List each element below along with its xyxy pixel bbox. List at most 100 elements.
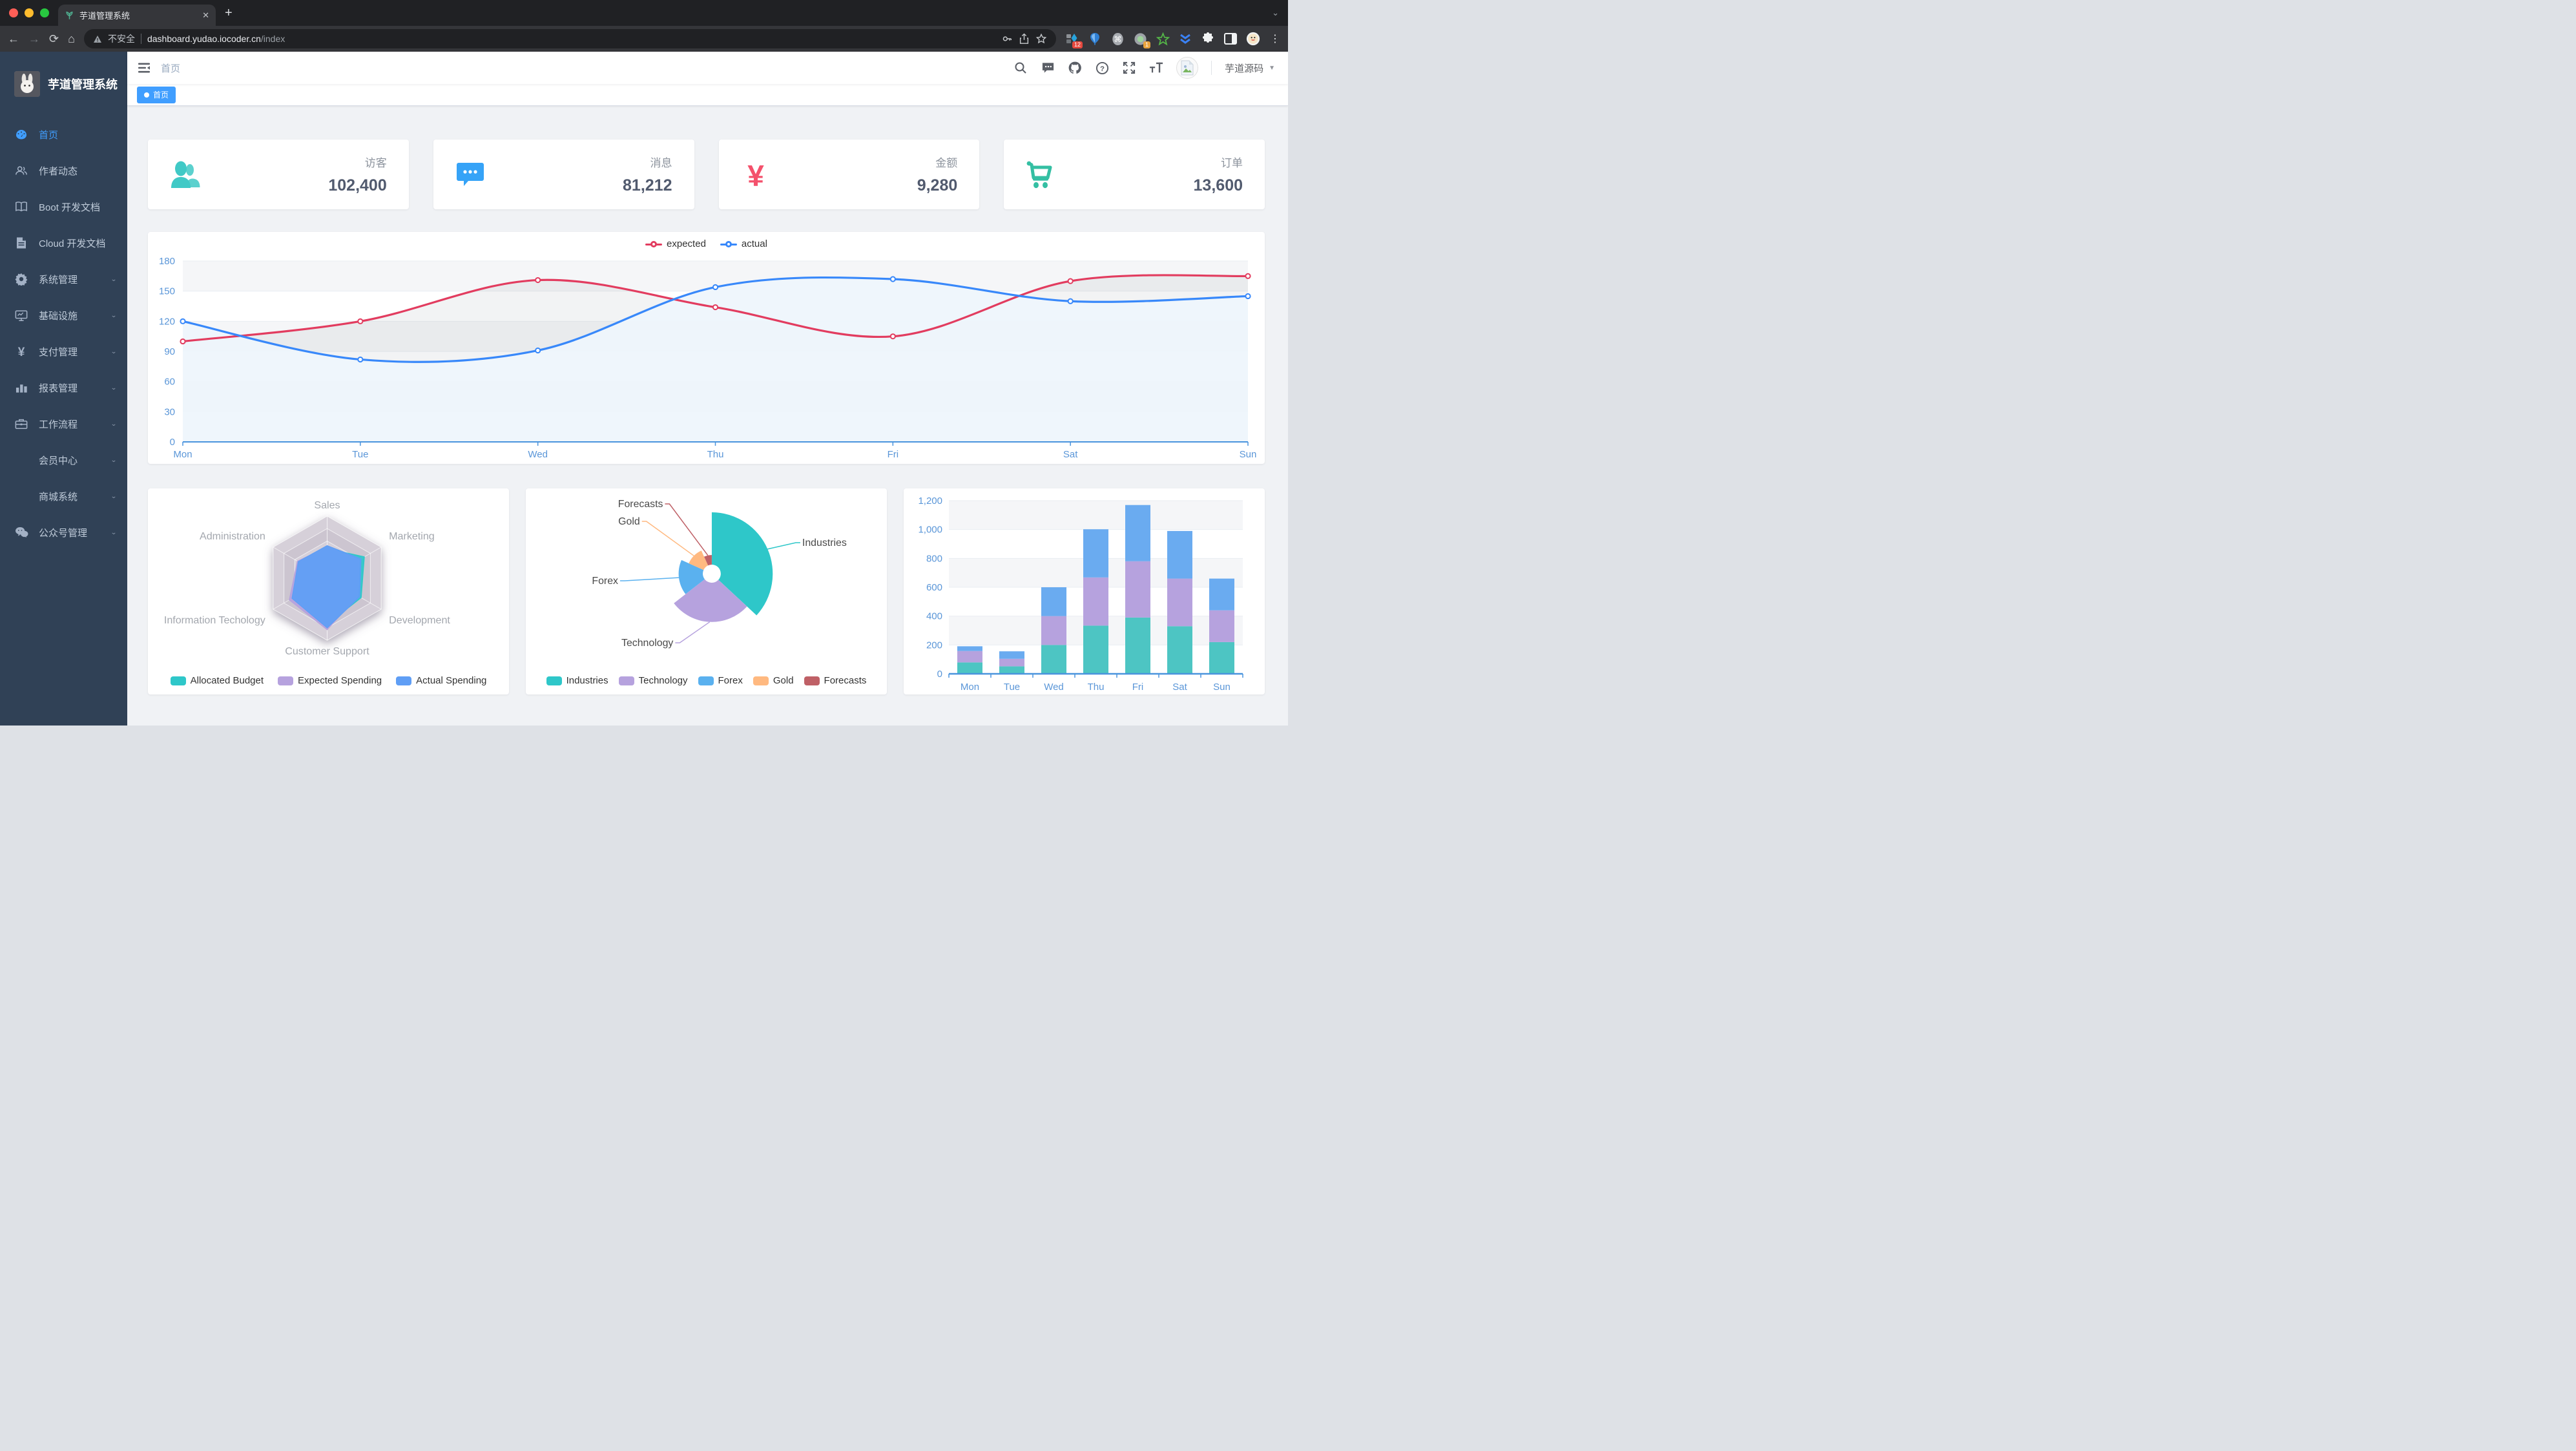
hamburger-icon[interactable] — [138, 61, 151, 74]
sidebar-logo[interactable]: 芋道管理系统 — [0, 52, 127, 116]
svg-text:0: 0 — [170, 437, 175, 448]
svg-text:Fri: Fri — [1132, 682, 1144, 693]
tag-label: 首页 — [153, 90, 169, 99]
svg-text:Information Techology: Information Techology — [164, 614, 265, 626]
sidebar-item-5[interactable]: 系统管理 ⌄ — [0, 261, 127, 297]
sidebar-item-11[interactable]: 商城系统 ⌄ — [0, 478, 127, 514]
people-icon — [14, 163, 28, 178]
message-icon[interactable] — [1041, 61, 1055, 75]
document-icon — [14, 236, 28, 250]
extensions-puzzle-icon[interactable] — [1201, 32, 1215, 46]
sidebar-item-1[interactable]: 首页 — [0, 116, 127, 152]
sidebar-item-12[interactable]: 公众号管理 ⌄ — [0, 514, 127, 550]
legend-item-Allocated Budget[interactable]: Allocated Budget — [170, 675, 264, 686]
svg-text:1,200: 1,200 — [918, 496, 942, 506]
sidebar-item-label: 商城系统 — [39, 491, 78, 503]
legend-item-Gold[interactable]: Gold — [753, 675, 794, 686]
profile-avatar-icon[interactable] — [1246, 32, 1260, 46]
share-icon[interactable] — [1019, 33, 1030, 45]
sidebar-item-3[interactable]: Boot 开发文档 — [0, 189, 127, 225]
window-zoom-button[interactable] — [40, 8, 49, 17]
screen: 芋道管理系统 ✕ + ⌄ ← → ⟳ ⌂ 不安全 dashboard.yudao… — [0, 0, 1288, 725]
password-key-icon[interactable] — [1001, 33, 1013, 45]
forward-button[interactable]: → — [28, 32, 40, 45]
barchart-icon — [14, 381, 28, 395]
sidebar-item-7[interactable]: ¥ 支付管理 ⌄ — [0, 333, 127, 370]
reload-button[interactable]: ⟳ — [49, 32, 59, 45]
new-tab-button[interactable]: + — [225, 5, 233, 20]
svg-text:Mon: Mon — [961, 682, 979, 693]
sidebar-item-8[interactable]: 报表管理 ⌄ — [0, 370, 127, 406]
window-minimize-button[interactable] — [25, 8, 34, 17]
legend-item-Industries[interactable]: Industries — [546, 675, 608, 686]
monitor-icon — [14, 308, 28, 322]
tab-search-icon[interactable]: ⌄ — [1272, 8, 1279, 17]
window-controls[interactable] — [0, 8, 58, 17]
legend-item-Forex[interactable]: Forex — [698, 675, 743, 686]
no-icon — [14, 489, 28, 503]
extension-chevrons-icon[interactable] — [1178, 32, 1192, 46]
sidebar-item-4[interactable]: Cloud 开发文档 — [0, 225, 127, 261]
username: 芋道源码 — [1225, 63, 1264, 74]
pie-chart[interactable]: Industries Technology Forex Gold Forecasts — [526, 488, 887, 694]
sidebar-item-6[interactable]: 基础设施 ⌄ — [0, 297, 127, 333]
svg-text:Sun: Sun — [1213, 682, 1231, 693]
svg-text:Marketing: Marketing — [389, 530, 435, 542]
sidebar-item-label: Cloud 开发文档 — [39, 238, 106, 249]
gear-icon — [14, 272, 28, 286]
extension-adblock-icon[interactable]: 12 — [1065, 32, 1083, 48]
breadcrumb[interactable]: 首页 — [161, 63, 181, 74]
legend-label: Forex — [718, 675, 743, 686]
stat-text: 消息 81,212 — [623, 154, 672, 195]
sidebar-item-10[interactable]: 会员中心 ⌄ — [0, 442, 127, 478]
user-menu[interactable]: 芋道源码 ▼ — [1225, 61, 1275, 75]
browser-tab[interactable]: 芋道管理系统 ✕ — [58, 5, 216, 26]
legend-label: Expected Spending — [298, 675, 382, 686]
fullscreen-icon[interactable] — [1122, 61, 1136, 75]
svg-text:Industries: Industries — [802, 538, 847, 548]
svg-text:180: 180 — [159, 256, 175, 267]
window-close-button[interactable] — [9, 8, 18, 17]
legend-chip — [698, 676, 714, 685]
radar-chart[interactable]: Sales Administration Information Techology… — [148, 488, 509, 694]
extension-recorder-icon[interactable]: 1 — [1133, 32, 1150, 48]
legend-item-Expected Spending[interactable]: Expected Spending — [278, 675, 382, 686]
home-button[interactable]: ⌂ — [68, 32, 75, 45]
bar-chart[interactable]: Mon Tue Wed Thu Fri Sat Sun 0 200 400 600 800 1,000 1… — [904, 488, 1265, 694]
legend-item-Technology[interactable]: Technology — [618, 675, 688, 686]
stat-card-3[interactable]: ¥ 金额 9,280 — [718, 140, 980, 209]
extension-balloon-icon[interactable] — [1088, 32, 1102, 46]
font-size-icon[interactable] — [1149, 61, 1163, 75]
tag-首页[interactable]: 首页 — [137, 86, 176, 103]
sidebar-item-2[interactable]: 作者动态 — [0, 152, 127, 189]
side-panel-icon[interactable] — [1223, 32, 1238, 46]
stat-text: 访客 102,400 — [328, 154, 386, 195]
help-icon[interactable]: ? — [1095, 61, 1109, 75]
legend-item-expected[interactable]: expected — [645, 238, 706, 249]
chevron-down-icon: ▼ — [1269, 64, 1275, 72]
legend-item-Forecasts[interactable]: Forecasts — [804, 675, 866, 686]
back-button[interactable]: ← — [8, 32, 19, 45]
svg-text:150: 150 — [159, 286, 175, 297]
legend-chip — [170, 676, 186, 685]
github-icon[interactable] — [1068, 61, 1082, 75]
stat-card-4[interactable]: 订单 13,600 — [1004, 140, 1265, 209]
search-icon[interactable] — [1013, 61, 1028, 75]
tab-close-icon[interactable]: ✕ — [202, 10, 209, 20]
user-avatar-broken-image-icon[interactable] — [1176, 57, 1199, 79]
legend-item-Actual Spending[interactable]: Actual Spending — [396, 675, 486, 686]
line-chart[interactable]: Mon Tue Wed Thu Fri Sat Sun 0 30 60 90 120 150 180 — [148, 232, 1265, 464]
logo-avatar — [14, 71, 40, 97]
sidebar-item-9[interactable]: 工作流程 ⌄ — [0, 406, 127, 442]
legend-chip — [546, 676, 562, 685]
security-label[interactable]: 不安全 — [107, 34, 135, 44]
extension-command-icon[interactable]: ⌘ — [1110, 32, 1125, 46]
bookmark-star-icon[interactable] — [1035, 33, 1047, 45]
stat-card-1[interactable]: 访客 102,400 — [148, 140, 409, 209]
extension-star-icon[interactable] — [1156, 32, 1170, 46]
stat-card-2[interactable]: 消息 81,212 — [433, 140, 694, 209]
browser-menu-icon[interactable]: ⋮ — [1270, 34, 1280, 45]
svg-text:Sat: Sat — [1063, 449, 1078, 460]
legend-item-actual[interactable]: actual — [720, 238, 767, 249]
address-bar[interactable]: 不安全 dashboard.yudao.iocoder.cn/index — [83, 29, 1056, 48]
